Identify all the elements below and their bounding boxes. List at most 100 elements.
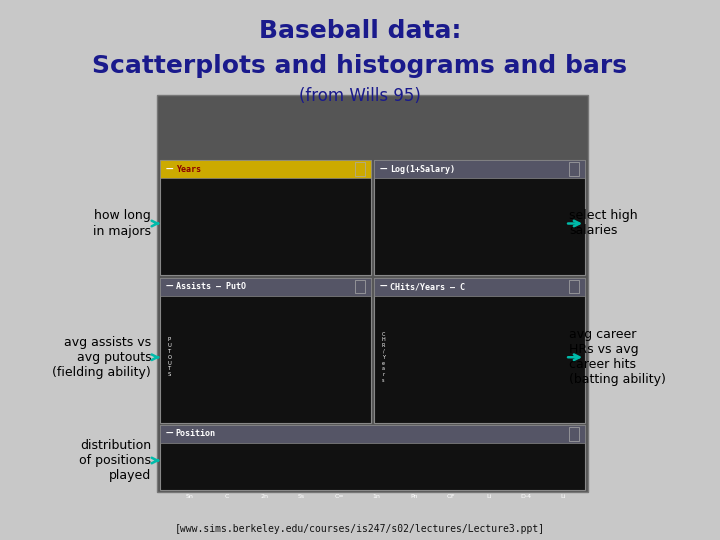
Point <box>516 350 527 359</box>
Point <box>408 409 420 417</box>
Point <box>190 414 202 423</box>
Point <box>197 398 208 407</box>
Point <box>402 389 413 398</box>
Point <box>291 397 302 406</box>
Point <box>547 335 559 344</box>
Point <box>191 356 202 365</box>
Point <box>490 358 502 367</box>
Point <box>501 356 513 364</box>
Point <box>209 401 220 410</box>
Point <box>551 329 562 338</box>
Point <box>406 383 418 392</box>
Point <box>426 356 437 364</box>
X-axis label: CHits/Years: CHits/Years <box>474 433 513 439</box>
Bar <box>490 185 495 272</box>
Bar <box>240 269 247 272</box>
Point <box>426 401 437 409</box>
Point <box>436 375 448 383</box>
Point <box>445 382 456 391</box>
Point <box>289 377 300 386</box>
Point <box>477 346 488 355</box>
Point <box>345 382 356 391</box>
Point <box>260 394 271 402</box>
Point <box>510 328 522 336</box>
Bar <box>536 253 541 272</box>
Point <box>278 382 289 390</box>
Point <box>428 380 440 388</box>
Point <box>443 383 454 392</box>
Point <box>297 373 308 382</box>
Point <box>399 401 410 409</box>
Point <box>448 387 459 396</box>
Text: Scatterplots and histograms and bars: Scatterplots and histograms and bars <box>92 54 628 78</box>
Point <box>462 382 473 390</box>
Bar <box>518 209 524 272</box>
Bar <box>264 269 271 272</box>
Bar <box>320 267 327 272</box>
Point <box>205 360 217 368</box>
Point <box>404 400 415 408</box>
Bar <box>256 254 263 272</box>
Point <box>243 380 255 388</box>
Point <box>406 410 418 419</box>
Point <box>337 380 348 388</box>
Point <box>425 377 436 386</box>
Bar <box>454 209 460 272</box>
Point <box>541 318 553 327</box>
Point <box>456 374 467 382</box>
Point <box>456 383 467 391</box>
Point <box>189 362 200 371</box>
Point <box>337 380 348 388</box>
Point <box>516 319 527 327</box>
Point <box>445 390 456 399</box>
Point <box>232 394 243 402</box>
Point <box>416 403 428 411</box>
Point <box>189 408 200 416</box>
Bar <box>216 267 222 272</box>
Point <box>211 411 222 420</box>
Bar <box>530 233 536 272</box>
Point <box>186 409 197 418</box>
Point <box>506 349 518 357</box>
Point <box>405 387 416 395</box>
Point <box>194 412 205 421</box>
Point <box>202 409 213 417</box>
Point <box>187 405 199 414</box>
Point <box>261 390 272 399</box>
Point <box>407 389 418 398</box>
Point <box>436 367 447 376</box>
Point <box>416 389 428 398</box>
Point <box>187 405 199 414</box>
Bar <box>288 262 294 272</box>
Point <box>548 326 559 335</box>
Bar <box>536 253 541 272</box>
Point <box>185 299 197 307</box>
Text: Baseball data:: Baseball data: <box>258 19 462 43</box>
Bar <box>304 264 311 272</box>
Point <box>206 401 217 410</box>
Point <box>443 368 454 377</box>
Bar <box>363 483 390 487</box>
Point <box>338 380 350 389</box>
Bar <box>199 262 207 272</box>
Bar <box>271 270 279 272</box>
Point <box>190 405 202 414</box>
Point <box>418 380 429 388</box>
Point <box>197 408 208 416</box>
Point <box>202 414 214 423</box>
Point <box>189 377 200 386</box>
Point <box>240 389 252 398</box>
Point <box>225 399 237 407</box>
Point <box>464 380 476 389</box>
Point <box>187 382 199 390</box>
Bar <box>513 238 518 272</box>
Point <box>226 388 238 397</box>
Bar <box>248 270 255 272</box>
Point <box>303 371 315 380</box>
Bar <box>192 187 199 272</box>
Point <box>357 374 369 383</box>
Point <box>422 389 433 398</box>
Point <box>320 361 332 370</box>
Point <box>244 403 256 411</box>
Point <box>415 403 426 411</box>
